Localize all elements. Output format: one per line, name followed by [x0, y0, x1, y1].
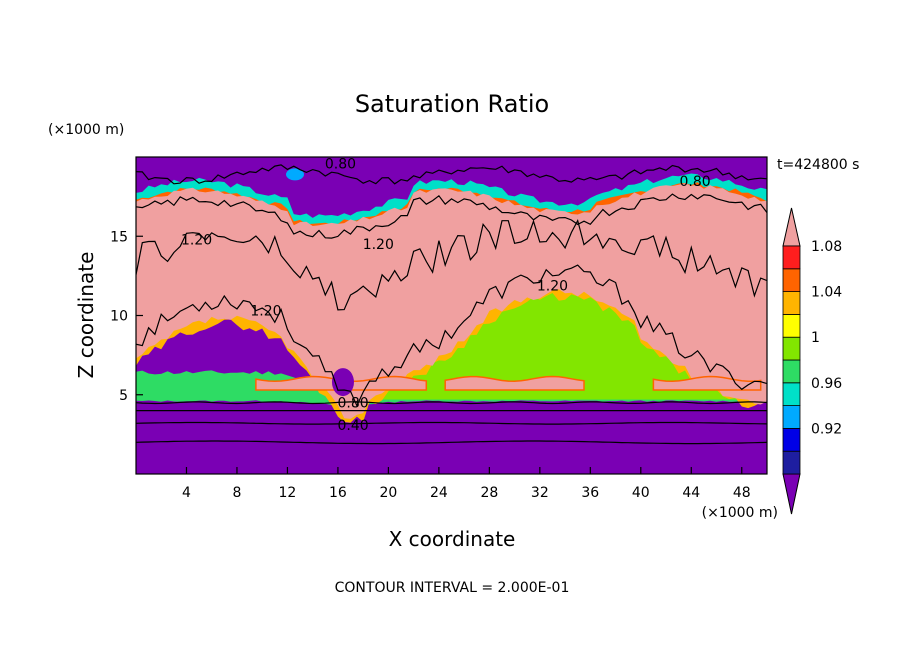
low-cloud-layer — [444, 375, 585, 391]
y-tick-label: 5 — [119, 388, 128, 404]
colorbar-swatch — [782, 405, 801, 429]
colorbar-label: 1.04 — [811, 285, 842, 301]
colorbar-swatch — [782, 382, 801, 406]
contour-line-upper — [136, 164, 767, 185]
colorbar-label: 1 — [811, 330, 820, 346]
colorbar-low-arrow — [782, 473, 801, 515]
x-tick-label: 20 — [379, 485, 397, 501]
colorbar-swatch — [782, 245, 801, 270]
colorbar: 0.92 0.96 1 1.04 1.08 — [782, 207, 842, 515]
x-unit-label: (×1000 m) — [702, 505, 778, 521]
contour-label: 0.80 — [337, 396, 368, 412]
y-unit-label: (×1000 m) — [48, 122, 124, 138]
contour-line-middle — [136, 218, 767, 311]
x-tick-label: 8 — [232, 485, 241, 501]
colorbar-swatch — [782, 313, 801, 338]
contour-interval-label: CONTOUR INTERVAL = 2.000E-01 — [335, 580, 570, 596]
upper-moist-cell — [286, 168, 305, 181]
contour-line-lower — [136, 401, 767, 405]
chart-title: Saturation Ratio — [355, 90, 549, 118]
colorbar-label: 0.96 — [811, 376, 842, 392]
saturation-field — [136, 168, 767, 423]
x-tick-label: 40 — [632, 485, 650, 501]
transition-band-orange — [136, 182, 767, 235]
colorbar-label: 1.08 — [811, 239, 842, 255]
x-tick-label: 24 — [430, 485, 448, 501]
x-tick-label: 32 — [531, 485, 549, 501]
contour-label: 1.20 — [363, 237, 394, 253]
contour-line-upper — [136, 193, 767, 239]
x-tick-label: 28 — [480, 485, 498, 501]
colorbar-swatch — [782, 427, 801, 452]
colorbar-swatch — [782, 268, 801, 292]
supersaturated-region — [136, 183, 767, 419]
contour-line-lower — [136, 440, 767, 445]
time-label: t=424800 s — [777, 157, 859, 173]
x-tick-label: 16 — [329, 485, 347, 501]
contour-label: 1.20 — [250, 304, 281, 320]
contour-label: 0.40 — [337, 418, 368, 434]
x-axis: 4 8 12 16 20 24 28 32 36 40 44 48 — [182, 467, 751, 501]
x-tick-label: 12 — [279, 485, 297, 501]
x-tick-label: 36 — [581, 485, 599, 501]
x-tick-label: 44 — [682, 485, 700, 501]
contour-line-lower — [136, 421, 767, 425]
colorbar-swatch — [782, 336, 801, 361]
transition-band-cyan — [136, 173, 767, 230]
contour-lines — [136, 164, 767, 445]
contour-label: 0.80 — [679, 174, 710, 190]
contour-label: 1.20 — [537, 278, 568, 294]
colorbar-high-arrow — [782, 207, 801, 247]
y-tick-label: 15 — [110, 229, 128, 245]
y-axis: 5 10 15 — [110, 229, 143, 404]
contour-label: 1.20 — [181, 232, 212, 248]
colorbar-swatch — [782, 450, 801, 475]
plot-area — [136, 157, 767, 474]
x-tick-label: 48 — [733, 485, 751, 501]
contour-labels: 0.80 0.80 1.20 1.20 1.20 1.20 0.80 0.40 — [181, 156, 711, 434]
x-axis-label: X coordinate — [389, 527, 516, 551]
contour-line-middle — [136, 264, 767, 408]
y-tick-label: 10 — [110, 309, 128, 325]
contour-label: 0.80 — [325, 156, 356, 172]
x-tick-label: 4 — [182, 485, 191, 501]
y-axis-label: Z coordinate — [74, 252, 98, 379]
colorbar-swatch — [782, 359, 801, 384]
colorbar-label: 0.92 — [811, 421, 842, 437]
colorbar-swatch — [782, 291, 801, 315]
